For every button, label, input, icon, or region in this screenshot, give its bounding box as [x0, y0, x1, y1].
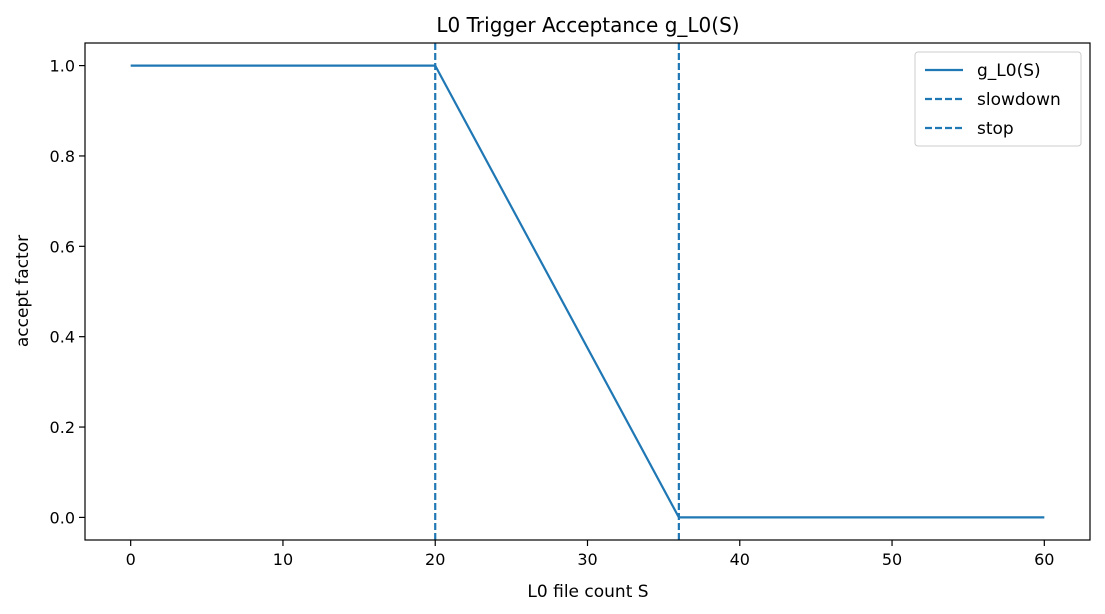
- legend-label-g-l0: g_L0(S): [977, 61, 1041, 81]
- x-axis-label: L0 file count S: [527, 582, 648, 602]
- plot-area: [130, 43, 1045, 540]
- y-tick-label: 0.4: [50, 328, 75, 347]
- series-line-g-l0: [130, 64, 1045, 519]
- x-tick-label: 60: [1034, 550, 1054, 569]
- y-tick-label: 1.0: [50, 57, 75, 76]
- y-tick-label: 0.2: [50, 418, 75, 437]
- y-tick-label: 0.8: [50, 147, 75, 166]
- y-tick-label: 0.6: [50, 237, 75, 256]
- axes-frame: [84, 42, 1091, 541]
- x-tick-label: 50: [882, 550, 902, 569]
- chart-title: L0 Trigger Acceptance g_L0(S): [436, 13, 739, 37]
- x-tick-label: 40: [730, 550, 750, 569]
- x-tick-label: 0: [126, 550, 136, 569]
- x-tick-label: 30: [577, 550, 597, 569]
- legend-label-stop: stop: [977, 119, 1014, 139]
- y-axis-label: accept factor: [13, 235, 33, 347]
- y-axis-ticks: 0.0 0.2 0.4 0.6 0.8 1.0: [50, 57, 85, 527]
- legend: g_L0(S) slowdown stop: [914, 51, 1082, 147]
- x-axis-ticks: 0 10 20 30 40 50 60: [126, 540, 1054, 569]
- legend-label-slowdown: slowdown: [977, 90, 1061, 110]
- x-tick-label: 10: [273, 550, 293, 569]
- legend-box: [914, 51, 1082, 147]
- x-tick-label: 20: [425, 550, 445, 569]
- y-tick-label: 0.0: [50, 508, 75, 527]
